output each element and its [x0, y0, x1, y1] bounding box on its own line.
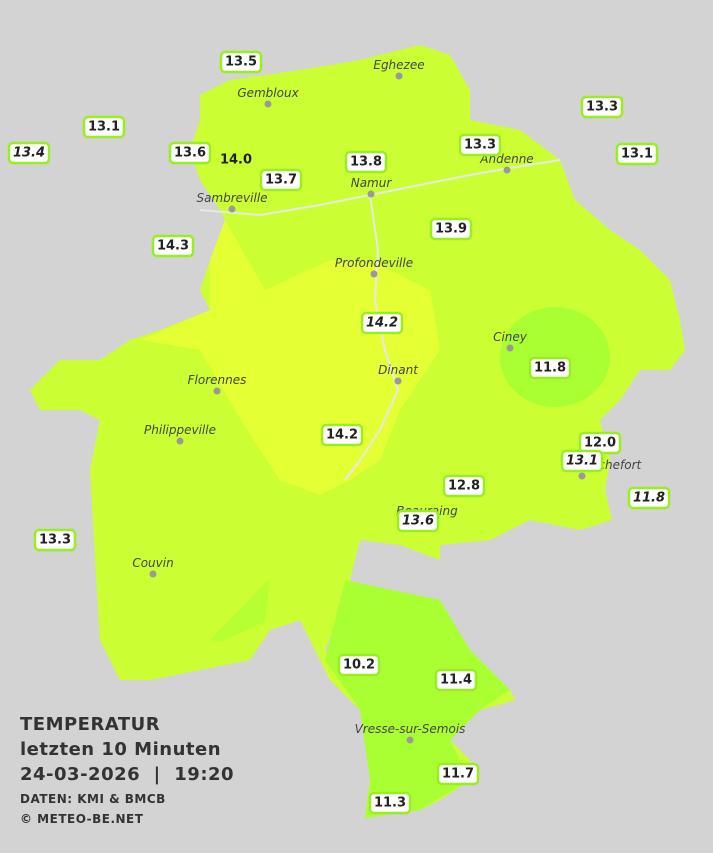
- station-box: [337, 653, 381, 677]
- station-value: 13.7: [265, 173, 297, 188]
- city-dot: [264, 100, 272, 108]
- station-box: [580, 95, 624, 119]
- cool-zone: [325, 580, 510, 818]
- legend-copyright: © METEO-BE.NET: [20, 812, 144, 826]
- legend-datetime: 24-03-2026 | 19:20: [20, 764, 234, 785]
- city-dot: [370, 270, 378, 278]
- city-label: Dinant: [378, 363, 419, 377]
- station-box: [615, 142, 659, 166]
- legend-source: DATEN: KMI & BMCB: [20, 792, 166, 806]
- station-value: 14.2: [366, 316, 398, 331]
- station-box: [528, 356, 572, 380]
- station-value: 13.5: [225, 55, 257, 70]
- station-value: 12.0: [584, 436, 616, 451]
- station-value: 13.6: [402, 514, 434, 529]
- city-label: Gembloux: [237, 86, 299, 100]
- station-value: 11.8: [534, 361, 566, 376]
- legend-title: TEMPERATUR: [20, 714, 160, 735]
- station-box: [434, 668, 478, 692]
- station-box: [259, 168, 303, 192]
- cool-zone: [210, 578, 270, 642]
- city-label: Eghezee: [373, 58, 424, 72]
- station-value: 13.1: [566, 454, 598, 469]
- city-dot: [228, 205, 236, 213]
- station-box: [442, 474, 486, 498]
- city-label: Couvin: [132, 556, 173, 570]
- city-dot: [394, 377, 402, 385]
- station-value: 14.2: [326, 428, 358, 443]
- city-label: Ciney: [493, 330, 528, 344]
- station-box: [627, 486, 671, 510]
- city-label: Sambreville: [196, 191, 267, 205]
- station-value: 13.9: [435, 222, 467, 237]
- station-box: [168, 141, 212, 165]
- station-value: 13.3: [464, 138, 496, 153]
- station-value: 13.3: [39, 533, 71, 548]
- station-box: [151, 234, 195, 258]
- station-value: 11.8: [633, 491, 665, 506]
- station-box: [436, 762, 480, 786]
- station-value: 13.6: [174, 146, 206, 161]
- station-value: 11.4: [440, 673, 472, 688]
- city-dot: [367, 190, 375, 198]
- city-dot: [176, 437, 184, 445]
- station-value: 10.2: [343, 658, 375, 673]
- station-box: [7, 141, 51, 165]
- city-label: Vresse-sur-Semois: [355, 722, 466, 736]
- legend-subtitle: letzten 10 Minuten: [20, 739, 221, 760]
- city-dot: [503, 166, 511, 174]
- station-value: 14.3: [157, 239, 189, 254]
- station-box: [33, 528, 77, 552]
- station-box: [360, 311, 404, 335]
- station-box: [429, 217, 473, 241]
- stations: 13.5 13.1 13.4 13.6 14.0 13.7 13.8 13.3 13.3 13.1…: [7, 50, 671, 815]
- station-box: [560, 449, 604, 473]
- station-value: 14.0: [220, 153, 252, 168]
- station-value: 11.3: [374, 796, 406, 811]
- city-dot: [406, 736, 414, 744]
- station-box: [82, 115, 126, 139]
- city-dot: [578, 472, 586, 480]
- station-box: [219, 50, 263, 74]
- station-value: 11.7: [442, 767, 474, 782]
- city-dot: [395, 72, 403, 80]
- station-value: 13.1: [621, 147, 653, 162]
- river: [199, 159, 561, 481]
- station-value: 13.4: [13, 146, 45, 161]
- city-label: Philippeville: [144, 423, 216, 437]
- station-value: 13.8: [350, 155, 382, 170]
- city-label: Profondeville: [335, 256, 413, 270]
- city-dot: [506, 344, 514, 352]
- station-box: [396, 509, 440, 533]
- city-label: Florennes: [188, 373, 247, 387]
- city-label: Namur: [351, 176, 393, 190]
- station-box: [368, 791, 412, 815]
- station-box: [320, 423, 364, 447]
- station-value: 13.3: [586, 100, 618, 115]
- station-value: 12.8: [448, 479, 480, 494]
- city-dot: [213, 387, 221, 395]
- warm-zone: [140, 220, 440, 495]
- city-dot: [149, 570, 157, 578]
- station-box: [344, 150, 388, 174]
- station-box: [458, 133, 502, 157]
- station-value: 13.1: [88, 120, 120, 135]
